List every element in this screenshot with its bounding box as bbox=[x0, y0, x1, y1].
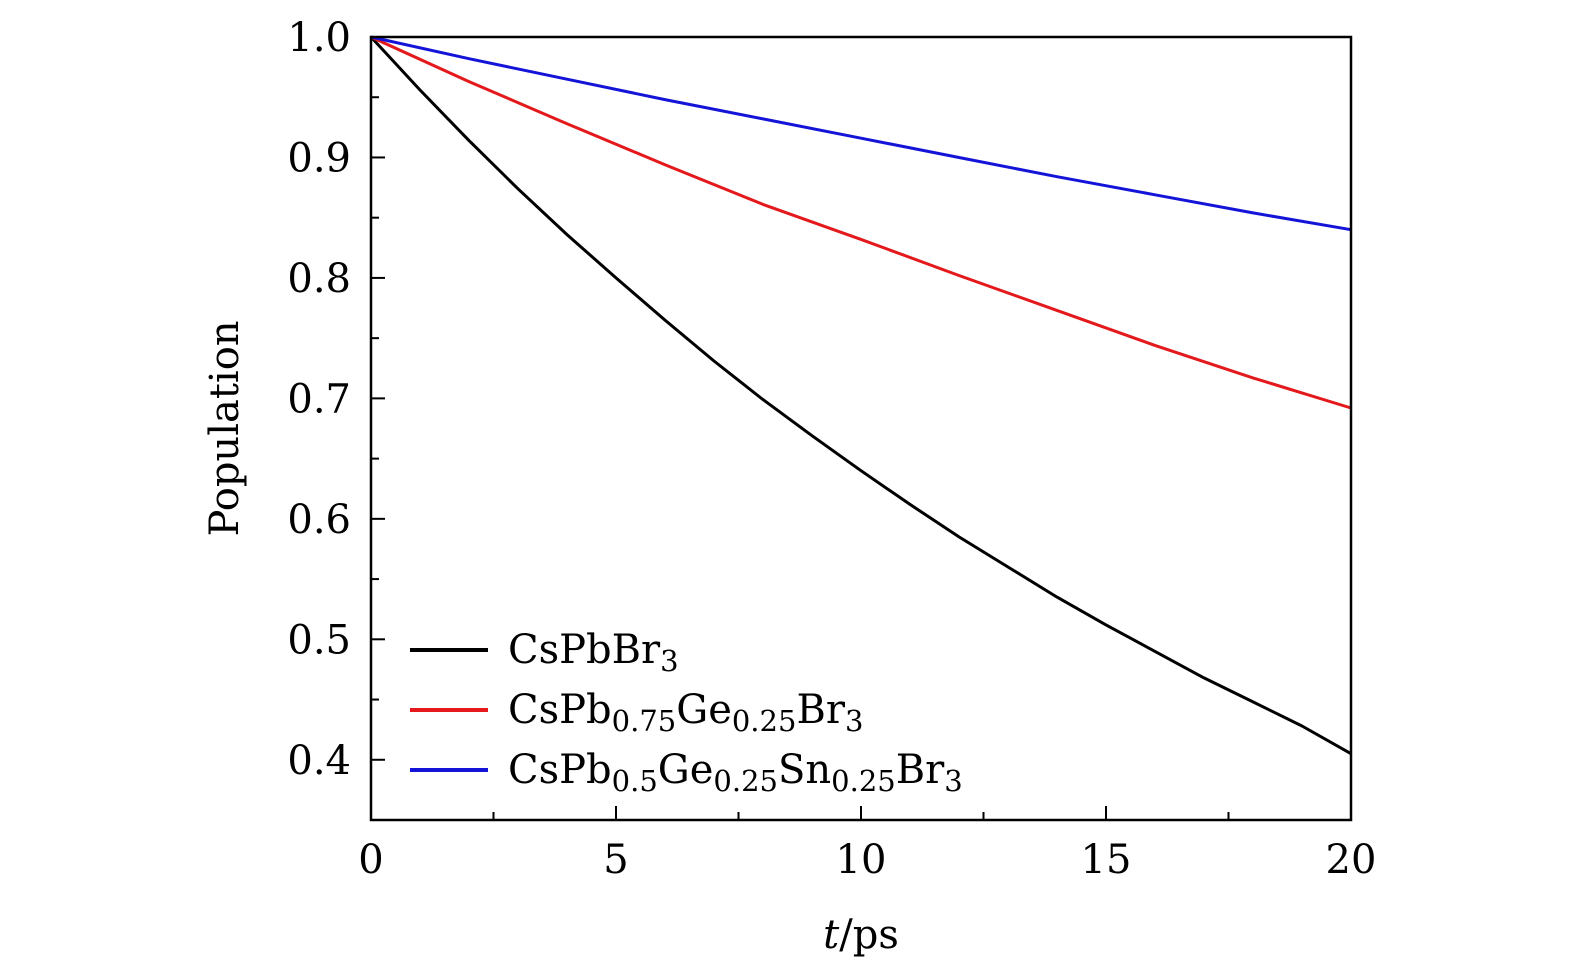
y-tick-label: 0.9 bbox=[287, 135, 351, 181]
legend-label: CsPbBr3 bbox=[508, 627, 679, 678]
series-line-2 bbox=[370, 35, 1352, 410]
x-tick-label: 15 bbox=[1081, 837, 1132, 883]
legend-label: CsPb0.5Ge0.25Sn0.25Br3 bbox=[508, 747, 963, 798]
y-tick-label: 0.6 bbox=[287, 497, 351, 543]
ticks-layer: 0 5 10 15 20 0.4 0.5 0.6 0.7 0.8 0.9 1.0 bbox=[287, 15, 1376, 883]
y-tick-label: 0.8 bbox=[287, 256, 351, 302]
x-tick-label: 0 bbox=[358, 837, 383, 883]
series-line-3 bbox=[370, 35, 1352, 232]
x-tick-label: 5 bbox=[603, 837, 628, 883]
series-layer bbox=[369, 35, 1352, 756]
y-tick-label: 0.5 bbox=[287, 617, 351, 663]
legend: CsPbBr3 CsPb0.75Ge0.25Br3 CsPb0.5Ge0.25Sn0… bbox=[410, 627, 963, 798]
y-tick-label: 1.0 bbox=[287, 15, 351, 61]
x-axis-label-variable: t bbox=[823, 912, 840, 958]
legend-label: CsPb0.75Ge0.25Br3 bbox=[508, 687, 863, 738]
x-axis-label: t/ps bbox=[823, 912, 899, 958]
y-axis-label: Population bbox=[202, 320, 248, 536]
x-tick-label: 20 bbox=[1326, 837, 1377, 883]
y-tick-label: 0.4 bbox=[287, 738, 351, 784]
series-line-1 bbox=[369, 35, 1352, 756]
x-tick-label: 10 bbox=[836, 837, 887, 883]
x-axis-label-unit: /ps bbox=[839, 912, 899, 958]
y-tick-label: 0.7 bbox=[287, 376, 351, 422]
